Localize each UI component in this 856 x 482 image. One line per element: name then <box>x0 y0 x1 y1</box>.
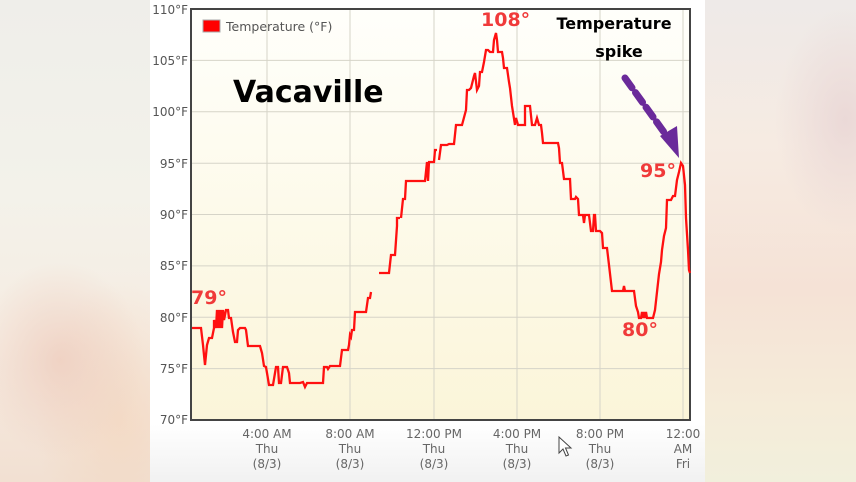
x-tick-4pm-time: 4:00 PM <box>493 427 541 441</box>
y-tick-70: 70°F <box>160 413 188 427</box>
y-tick-110: 110°F <box>152 3 188 17</box>
legend: Temperature (°F) <box>202 19 332 34</box>
y-tick-100: 100°F <box>152 105 188 119</box>
spike-arrow-icon <box>621 74 679 158</box>
x-tick-12pm-day: Thu <box>422 442 446 456</box>
city-title: Vacaville <box>233 75 384 110</box>
mouse-cursor-icon <box>558 435 573 457</box>
y-tick-95: 95°F <box>160 157 188 171</box>
y-tick-90: 90°F <box>160 208 188 222</box>
annotation-95: 95° <box>640 160 676 182</box>
annotation-79: 79° <box>191 287 227 309</box>
x-tick-12am-date: Fri <box>676 457 690 471</box>
x-tick-8am-time: 8:00 AM <box>325 427 374 441</box>
annotation-80: 80° <box>622 319 658 341</box>
x-tick-12am-time: 12:00 <box>666 427 701 441</box>
temperature-line-seg2 <box>379 216 400 275</box>
y-tick-85: 85°F <box>160 259 188 273</box>
x-tick-8am-date: (8/3) <box>336 457 365 471</box>
x-tick-4am-date: (8/3) <box>253 457 282 471</box>
spike-label-line1: Temperature <box>556 14 671 33</box>
x-tick-4pm-day: Thu <box>505 442 529 456</box>
x-tick-12am-day: AM <box>674 442 693 456</box>
x-tick-4pm-date: (8/3) <box>503 457 532 471</box>
temperature-line-seg4 <box>437 32 692 320</box>
y-tick-75: 75°F <box>160 362 188 376</box>
x-tick-8am-day: Thu <box>338 442 362 456</box>
blurred-background-right <box>705 0 856 482</box>
vertical-gridlines <box>266 9 684 420</box>
x-tick-12pm-date: (8/3) <box>420 457 449 471</box>
legend-label: Temperature (°F) <box>225 19 332 34</box>
y-tick-105: 105°F <box>152 54 188 68</box>
horizontal-gridlines <box>191 59 690 370</box>
legend-swatch <box>202 19 221 33</box>
annotation-108: 108° <box>481 9 530 31</box>
blurred-background-left <box>0 0 150 482</box>
spike-label-line2: spike <box>595 42 643 61</box>
x-tick-8pm-day: Thu <box>588 442 612 456</box>
y-tick-80: 80°F <box>160 311 188 325</box>
temperature-line-seg3 <box>399 148 437 219</box>
plot-frame <box>190 8 691 421</box>
x-tick-8pm-date: (8/3) <box>586 457 615 471</box>
x-tick-8pm-time: 8:00 PM <box>576 427 624 441</box>
x-tick-4am-time: 4:00 AM <box>242 427 291 441</box>
x-tick-4am-day: Thu <box>255 442 279 456</box>
spike-callout: Temperature spike <box>556 14 671 61</box>
x-axis: 4:00 AM Thu (8/3) 8:00 AM Thu (8/3) 12:0… <box>242 427 700 471</box>
y-axis: 110°F 105°F 100°F 95°F 90°F 85°F 80°F 75… <box>152 3 188 427</box>
temperature-line <box>192 291 373 390</box>
x-tick-12pm-time: 12:00 PM <box>406 427 462 441</box>
